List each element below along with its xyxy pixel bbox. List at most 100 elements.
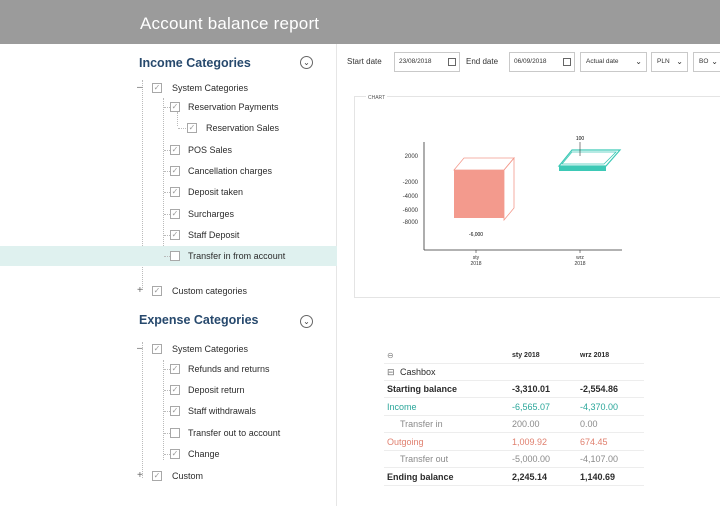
bar-label: 100 xyxy=(576,136,585,142)
expense-item-transfer-out[interactable]: Transfer out to account xyxy=(0,423,337,443)
start-date-label: Start date xyxy=(347,57,382,66)
income-item-cancellation-charges[interactable]: ✓ Cancellation charges xyxy=(0,161,337,181)
tree-label: Surcharges xyxy=(188,209,235,219)
checkbox-icon[interactable]: ✓ xyxy=(170,385,180,395)
expense-item-change[interactable]: ✓ Change xyxy=(0,444,337,464)
tree-label: Staff withdrawals xyxy=(188,406,256,416)
tree-label: Change xyxy=(188,449,220,459)
checkbox-icon[interactable]: ✓ xyxy=(152,286,162,296)
group-label: Cashbox xyxy=(400,367,436,377)
income-collapse-icon[interactable]: ⌄ xyxy=(300,56,313,69)
table-row: Transfer in 200.00 0.00 xyxy=(384,416,644,433)
tree-label: Staff Deposit xyxy=(188,230,240,240)
expense-custom[interactable]: + ✓ Custom xyxy=(0,466,337,486)
tree-label: Custom xyxy=(172,471,204,481)
checkbox-icon[interactable]: ✓ xyxy=(187,123,197,133)
end-date-input[interactable]: 06/09/2018 xyxy=(509,52,575,72)
date-mode-value: Actual date xyxy=(586,58,619,65)
table-cell: 674.45 xyxy=(580,436,608,447)
checkbox-icon[interactable]: ✓ xyxy=(152,344,162,354)
checkbox-icon[interactable]: ✓ xyxy=(152,83,162,93)
y-tick-label: -8000 xyxy=(403,220,419,226)
checkbox-icon[interactable]: ✓ xyxy=(170,209,180,219)
checkbox-icon[interactable]: ✓ xyxy=(170,364,180,374)
checkbox-icon[interactable]: ✓ xyxy=(170,145,180,155)
chevron-down-icon: ⌄ xyxy=(635,57,642,66)
calendar-icon[interactable] xyxy=(448,58,456,66)
expense-system-categories[interactable]: – ✓ System Categories xyxy=(0,339,337,359)
income-item-surcharges[interactable]: ✓ Surcharges xyxy=(0,204,337,224)
expense-item-staff-withdrawals[interactable]: ✓ Staff withdrawals xyxy=(0,401,337,421)
table-row: Ending balance 2,245.14 1,140.69 xyxy=(384,469,644,486)
table-cell: 1,009.92 xyxy=(512,436,548,447)
table-cell: -3,310.01 xyxy=(512,384,551,394)
title-bar: Account balance report xyxy=(0,0,720,44)
table-cell: Transfer out xyxy=(400,454,449,464)
tree-label: System Categories xyxy=(172,83,249,93)
end-date-value: 06/09/2018 xyxy=(514,58,547,65)
checkbox-icon[interactable]: ✓ xyxy=(170,102,180,112)
bar-sty-2018 xyxy=(453,156,515,222)
start-date-input[interactable]: 23/08/2018 xyxy=(394,52,460,72)
income-item-staff-deposit[interactable]: ✓ Staff Deposit xyxy=(0,225,337,245)
tree-label: Deposit taken xyxy=(188,187,244,197)
category-panel: Income Categories ⌄ – ✓ System Categorie… xyxy=(0,44,337,506)
tree-label: POS Sales xyxy=(188,145,233,155)
start-date-value: 23/08/2018 xyxy=(399,58,432,65)
table-row: Outgoing 1,009.92 674.45 xyxy=(384,434,644,451)
checkbox-icon[interactable]: ✓ xyxy=(170,166,180,176)
table-cell: -5,000.00 xyxy=(512,454,551,464)
checkbox-icon[interactable]: ✓ xyxy=(152,471,162,481)
chevron-down-icon: ⌄ xyxy=(676,57,683,66)
group-row[interactable]: ⊟ Cashbox xyxy=(384,364,644,381)
calendar-icon[interactable] xyxy=(563,58,571,66)
tree-label: Reservation Payments xyxy=(188,102,279,112)
expense-collapse-icon[interactable]: ⌄ xyxy=(300,315,313,328)
x-tick-label: 2018 xyxy=(470,261,481,267)
income-system-categories[interactable]: – ✓ System Categories xyxy=(0,78,337,98)
window-title: Account balance report xyxy=(140,14,320,33)
table-cell: 1,140.69 xyxy=(580,471,616,482)
y-tick-label: -6000 xyxy=(403,208,419,214)
checkbox-icon[interactable]: ✓ xyxy=(170,187,180,197)
income-item-deposit-taken[interactable]: ✓ Deposit taken xyxy=(0,182,337,202)
income-item-transfer-in[interactable]: Transfer in from account xyxy=(0,246,337,266)
income-custom-categories[interactable]: + ✓ Custom categories xyxy=(0,281,337,301)
tree-label: Custom categories xyxy=(172,286,248,296)
expense-item-deposit-return[interactable]: ✓ Deposit return xyxy=(0,380,337,400)
extra-value: BO xyxy=(699,58,709,65)
tree-label: Deposit return xyxy=(188,385,245,395)
y-tick-label: -4000 xyxy=(403,194,419,200)
checkbox-icon[interactable]: ✓ xyxy=(170,406,180,416)
table-row: Income -6,565.07 -4,370.00 xyxy=(384,399,644,416)
income-item-pos-sales[interactable]: ✓ POS Sales xyxy=(0,140,337,160)
table-cell: 200.00 xyxy=(512,419,540,429)
income-item-reservation-sales[interactable]: ✓ Reservation Sales xyxy=(0,118,337,138)
table-cell: Transfer in xyxy=(400,419,443,429)
y-tick-label: 2000 xyxy=(405,154,419,160)
tree-label: System Categories xyxy=(172,344,249,354)
chevron-down-icon: ⌄ xyxy=(711,57,718,66)
income-heading: Income Categories xyxy=(139,56,251,70)
x-tick-label: wrz xyxy=(576,255,584,261)
income-item-reservation-payments[interactable]: ✓ Reservation Payments xyxy=(0,97,337,117)
checkbox-icon[interactable]: ✓ xyxy=(170,230,180,240)
tree-label: Transfer in from account xyxy=(188,251,286,261)
date-mode-select[interactable]: Actual date ⌄ xyxy=(580,52,647,72)
bar-wrz-2018 xyxy=(557,149,622,171)
chart-caption: CHART xyxy=(366,95,388,101)
currency-select[interactable]: PLN ⌄ xyxy=(651,52,688,72)
column-header: sty 2018 xyxy=(512,352,540,359)
collapse-all-icon[interactable]: ⊖ xyxy=(387,351,394,360)
table-cell: Outgoing xyxy=(387,436,424,447)
column-header: wrz 2018 xyxy=(580,352,610,359)
expense-item-refunds[interactable]: ✓ Refunds and returns xyxy=(0,359,337,379)
extra-select[interactable]: BO ⌄ xyxy=(693,52,720,72)
checkbox-icon[interactable] xyxy=(170,251,180,261)
table-cell: -6,565.07 xyxy=(512,401,551,412)
bar-label: -6,000 xyxy=(469,232,483,238)
checkbox-icon[interactable] xyxy=(170,428,180,438)
checkbox-icon[interactable]: ✓ xyxy=(170,449,180,459)
collapse-icon[interactable]: ⊟ xyxy=(387,367,395,377)
